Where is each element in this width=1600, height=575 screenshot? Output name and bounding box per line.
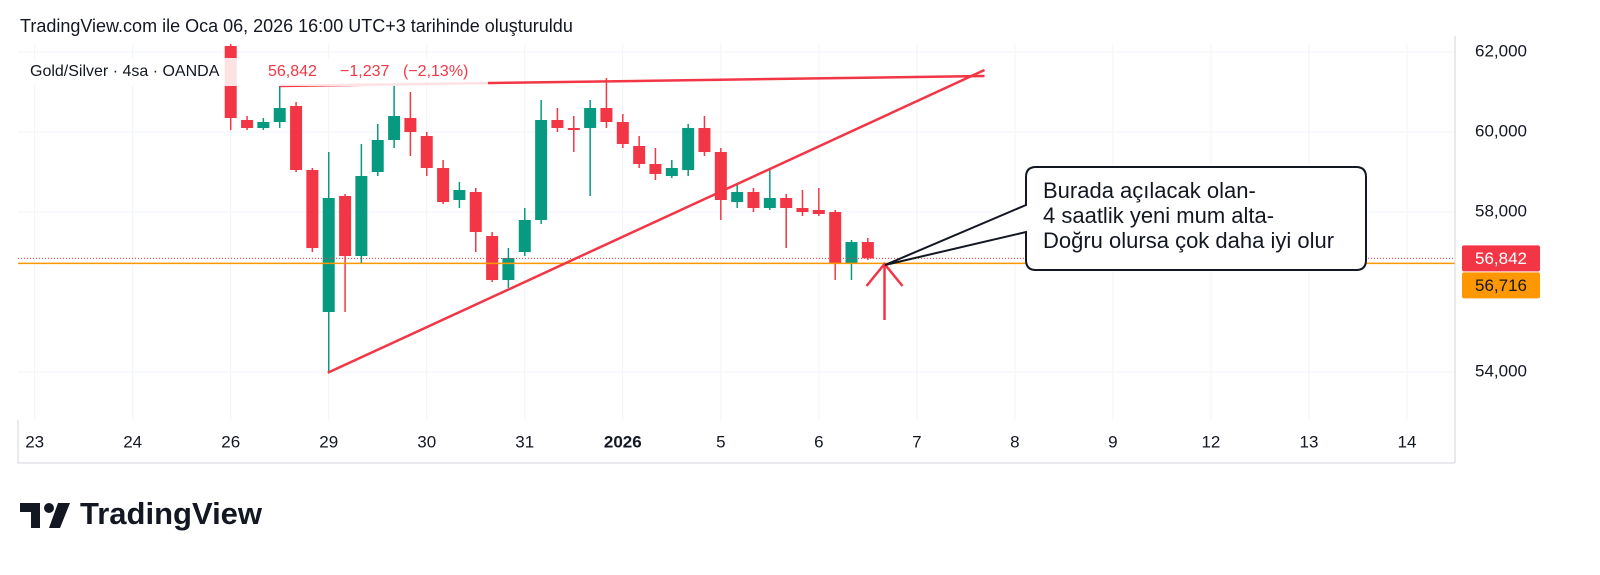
header-title: TradingView.com ile Oca 06, 2026 16:00 U… bbox=[20, 16, 573, 36]
candle-body bbox=[829, 212, 842, 264]
price-label: 56,716 bbox=[1475, 276, 1527, 295]
logo-shape bbox=[44, 503, 54, 513]
x-tick-label: 9 bbox=[1108, 432, 1117, 451]
candle-body bbox=[567, 128, 580, 130]
candle-body bbox=[355, 176, 368, 256]
x-tick-label: 13 bbox=[1299, 432, 1318, 451]
candle-body bbox=[763, 198, 776, 208]
candle-body bbox=[584, 108, 597, 128]
brand-logo: TradingView bbox=[20, 496, 263, 531]
callout-line: Burada açılacak olan- bbox=[1043, 178, 1256, 203]
candle-body bbox=[535, 120, 548, 220]
callout: Burada açılacak olan- 4 saatlik yeni mum… bbox=[884, 166, 1367, 271]
candle-body bbox=[420, 136, 433, 168]
price-label-bg bbox=[1462, 272, 1540, 299]
candle-body bbox=[502, 258, 515, 280]
x-tick-label: 5 bbox=[716, 432, 725, 451]
candle-body bbox=[600, 108, 613, 122]
candle-body bbox=[633, 146, 646, 164]
candle-body bbox=[453, 190, 466, 200]
arrow-head bbox=[865, 262, 904, 287]
candle-body bbox=[698, 128, 711, 152]
x-tick-label: 26 bbox=[221, 432, 240, 451]
logo-shape bbox=[49, 503, 70, 528]
candle-body bbox=[257, 122, 270, 128]
logo-shape bbox=[20, 503, 40, 528]
candle-body bbox=[665, 168, 678, 176]
callout-line: 4 saatlik yeni mum alta- bbox=[1043, 203, 1274, 228]
price-label-bg bbox=[1462, 245, 1540, 272]
candle-body bbox=[241, 120, 254, 128]
candle-body bbox=[306, 170, 319, 248]
legend: Gold/Silver · 4sa · OANDA 56,842 −1,237 … bbox=[20, 58, 488, 86]
y-tick-label: 62,000 bbox=[1475, 41, 1527, 60]
candle-body bbox=[780, 198, 793, 208]
candle-body bbox=[861, 242, 874, 259]
callout-line: Doğru olursa çok daha iyi olur bbox=[1043, 228, 1334, 253]
x-tick-label: 23 bbox=[25, 432, 44, 451]
x-tick-label: 12 bbox=[1201, 432, 1220, 451]
axes: 62,000 60,000 58,000 54,000 23 24 26 29 30 31 2026… bbox=[25, 41, 1540, 451]
candle-body bbox=[404, 118, 417, 132]
legend-change: −1,237 bbox=[340, 63, 389, 80]
candle-body bbox=[796, 208, 809, 212]
candle-body bbox=[371, 140, 384, 172]
candle-body bbox=[518, 220, 531, 252]
x-tick-label: 7 bbox=[912, 432, 921, 451]
x-tick-label: 31 bbox=[515, 432, 534, 451]
candle-body bbox=[290, 106, 303, 170]
candle-body bbox=[714, 152, 727, 200]
candle-body bbox=[388, 116, 401, 140]
candle-body bbox=[551, 120, 564, 128]
candle-body bbox=[682, 128, 695, 170]
y-tick-label: 58,000 bbox=[1475, 201, 1527, 220]
legend-symbol: Gold/Silver · 4sa · OANDA bbox=[30, 63, 220, 80]
candle-body bbox=[747, 192, 760, 208]
candle-body bbox=[469, 192, 482, 232]
x-tick-label: 24 bbox=[123, 432, 142, 451]
candle-body bbox=[845, 242, 858, 264]
legend-change-pct: (−2,13%) bbox=[403, 63, 468, 80]
legend-bg bbox=[20, 58, 488, 86]
candle-body bbox=[339, 196, 352, 256]
x-tick-label: 2026 bbox=[604, 432, 642, 451]
trend-line bbox=[327, 68, 986, 374]
x-tick-label: 14 bbox=[1398, 432, 1417, 451]
candle-body bbox=[616, 122, 629, 144]
x-tick-label: 29 bbox=[319, 432, 338, 451]
candle-body bbox=[812, 210, 825, 214]
y-tick-label: 60,000 bbox=[1475, 121, 1527, 140]
brand-name: TradingView bbox=[80, 496, 263, 531]
x-tick-label: 8 bbox=[1010, 432, 1019, 451]
y-tick-label: 54,000 bbox=[1475, 361, 1527, 380]
legend-price: 56,842 bbox=[268, 63, 317, 80]
x-tick-label: 6 bbox=[814, 432, 823, 451]
price-label: 56,842 bbox=[1475, 249, 1527, 268]
x-tick-label: 30 bbox=[417, 432, 436, 451]
candle-body bbox=[322, 198, 335, 312]
candle-body bbox=[437, 168, 450, 202]
candle-body bbox=[649, 164, 662, 174]
candle-body bbox=[731, 192, 744, 202]
callout-box bbox=[884, 166, 1367, 271]
candle-body bbox=[273, 108, 286, 122]
